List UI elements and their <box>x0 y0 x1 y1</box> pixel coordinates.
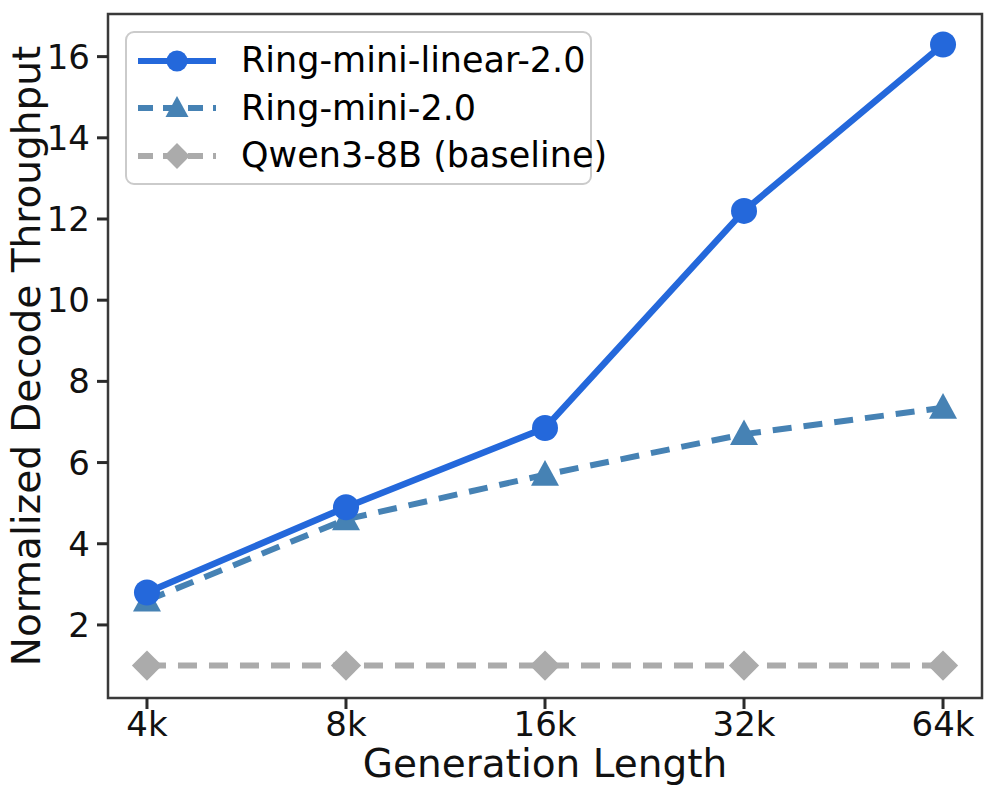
y-tick-label: 12 <box>47 199 90 239</box>
x-axis-label: Generation Length <box>363 741 727 786</box>
legend-label: Qwen3-8B (baseline) <box>241 138 607 173</box>
legend-sample-line <box>135 134 219 178</box>
data-point-ring-mini-linear-2-0-16k <box>532 415 558 441</box>
data-point-ring-mini-linear-2-0-8k <box>333 494 359 520</box>
data-point-qwen3-8b-baseline--4k <box>132 650 162 680</box>
y-tick-label: 8 <box>68 361 90 401</box>
legend-sample-line <box>135 39 219 83</box>
circle-icon <box>167 50 188 71</box>
y-tick-label: 16 <box>47 37 90 77</box>
x-tick-label: 16k <box>514 704 577 744</box>
legend-item-ring-mini-linear: Ring-mini-linear-2.0 <box>135 39 590 83</box>
data-point-ring-mini-linear-2-0-64k <box>930 31 956 57</box>
y-tick-label: 4 <box>68 524 90 564</box>
y-tick-label: 14 <box>47 118 90 158</box>
x-tick-label: 32k <box>713 704 776 744</box>
data-point-qwen3-8b-baseline--16k <box>530 650 560 680</box>
legend-sample-line <box>135 86 219 130</box>
y-tick-label: 10 <box>47 280 90 320</box>
legend: Ring-mini-linear-2.0 Ring-mini-2.0 Qwen3… <box>125 31 592 185</box>
data-point-ring-mini-linear-2-0-32k <box>731 198 757 224</box>
y-axis-label: Normalized Decode Throughput <box>4 46 49 667</box>
data-point-qwen3-8b-baseline--32k <box>729 650 759 680</box>
legend-item-ring-mini: Ring-mini-2.0 <box>135 86 590 130</box>
throughput-line-chart-figure: 4k 8k 16k 32k 64k 2 4 6 8 10 12 14 16 Generation Len… <box>0 0 997 797</box>
legend-label: Ring-mini-2.0 <box>241 91 476 126</box>
x-tick-label: 64k <box>912 704 975 744</box>
y-tick-label: 6 <box>68 443 90 483</box>
data-point-ring-mini-2-0-16k <box>531 460 559 486</box>
diamond-icon <box>164 143 190 169</box>
data-point-ring-mini-2-0-64k <box>929 393 957 419</box>
y-tick-label: 2 <box>68 605 90 645</box>
data-point-ring-mini-linear-2-0-4k <box>134 579 160 605</box>
x-tick-label: 8k <box>325 704 367 744</box>
legend-label: Ring-mini-linear-2.0 <box>241 43 585 78</box>
data-point-qwen3-8b-baseline--64k <box>928 650 958 680</box>
legend-item-qwen3-baseline: Qwen3-8B (baseline) <box>135 134 590 178</box>
data-point-qwen3-8b-baseline--8k <box>331 650 361 680</box>
x-tick-label: 4k <box>126 704 168 744</box>
